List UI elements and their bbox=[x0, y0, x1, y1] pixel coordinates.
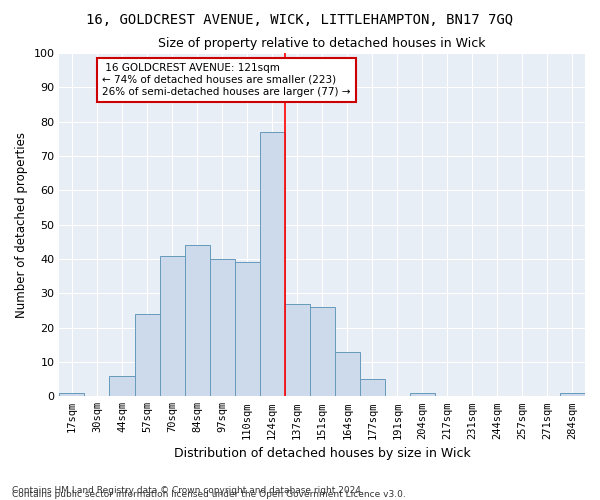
Bar bbox=[335, 352, 360, 397]
Bar bbox=[134, 314, 160, 396]
Bar bbox=[284, 304, 310, 396]
Text: Contains public sector information licensed under the Open Government Licence v3: Contains public sector information licen… bbox=[12, 490, 406, 499]
Bar bbox=[360, 379, 385, 396]
Text: Contains HM Land Registry data © Crown copyright and database right 2024.: Contains HM Land Registry data © Crown c… bbox=[12, 486, 364, 495]
Bar bbox=[59, 393, 85, 396]
X-axis label: Distribution of detached houses by size in Wick: Distribution of detached houses by size … bbox=[174, 447, 470, 460]
Bar bbox=[109, 376, 134, 396]
Bar bbox=[310, 307, 335, 396]
Bar bbox=[209, 259, 235, 396]
Bar bbox=[260, 132, 284, 396]
Y-axis label: Number of detached properties: Number of detached properties bbox=[15, 132, 28, 318]
Title: Size of property relative to detached houses in Wick: Size of property relative to detached ho… bbox=[158, 38, 486, 51]
Bar bbox=[160, 256, 185, 396]
Bar bbox=[185, 246, 209, 396]
Text: 16 GOLDCREST AVENUE: 121sqm
← 74% of detached houses are smaller (223)
26% of se: 16 GOLDCREST AVENUE: 121sqm ← 74% of det… bbox=[102, 64, 350, 96]
Text: 16, GOLDCREST AVENUE, WICK, LITTLEHAMPTON, BN17 7GQ: 16, GOLDCREST AVENUE, WICK, LITTLEHAMPTO… bbox=[86, 12, 514, 26]
Bar bbox=[560, 393, 585, 396]
Bar bbox=[235, 262, 260, 396]
Bar bbox=[410, 393, 435, 396]
